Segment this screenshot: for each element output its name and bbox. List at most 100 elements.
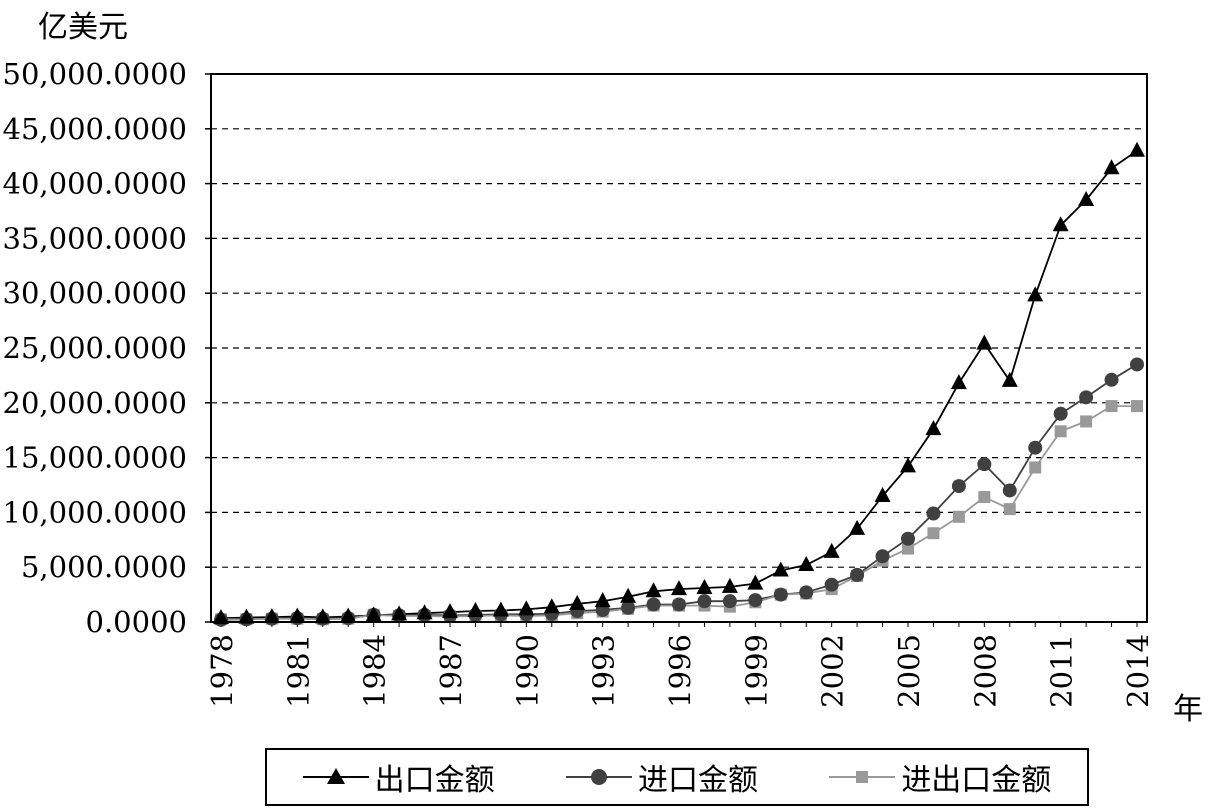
triangle-point [314,608,331,624]
triangle-point [442,603,458,619]
legend-label: 出口金额 [374,763,495,798]
x-tick-label: 1999 [739,634,773,708]
triangle-point [365,606,382,622]
circle-point [901,531,915,546]
x-tick-label: 1978 [205,634,239,708]
legend-swatch-triangle [302,768,369,784]
legend-label: 进出口金额 [901,763,1052,798]
square-point [1003,503,1016,516]
circle-point [722,594,737,609]
series-lines [220,149,1138,621]
circle-point [773,587,788,602]
x-tick-label: 1984 [358,634,392,708]
x-tick-label: 1993 [587,634,621,708]
triangle-point [391,605,408,621]
triangle-point [721,577,738,593]
circle-point [672,597,686,612]
y-tick-label: 20,000.0000 [3,386,188,420]
x-tick-label: 2005 [892,634,926,708]
circle-point [875,549,890,564]
triangle-point [976,334,993,350]
x-axis-label: 年 [1173,692,1203,727]
x-tick-label: 2008 [968,634,1002,708]
x-tick-label: 1996 [663,634,697,708]
triangle-point [340,607,357,623]
series-line-0 [220,149,1138,620]
circle-point [621,600,636,615]
legend: 出口金额 进口金额 进出口金额 [265,748,1089,806]
triangle-point [696,579,713,595]
square-point [1105,400,1118,413]
triangle-point [1027,286,1044,302]
circle-point [850,567,865,582]
triangle-point [823,542,840,558]
y-tick-label: 30,000.0000 [3,276,188,310]
y-axis-ticks: 0.0000 5,000.0000 10,000.0000 15,000.0000 20… [3,57,211,639]
triangle-point [238,608,255,624]
triangle-point [467,602,484,618]
circle-point [951,479,966,494]
series-markers [213,141,1145,627]
triangle-point [263,608,280,624]
triangle-point [1103,159,1120,175]
legend-item-total: 进出口金额 [829,755,1051,799]
triangle-point [518,600,535,616]
y-tick-label: 25,000.0000 [3,331,188,365]
triangle-point [900,457,916,473]
triangle-point [950,374,967,390]
x-tick-label: 1990 [510,634,544,708]
y-tick-label: 5,000.0000 [21,550,187,584]
y-tick-label: 40,000.0000 [3,167,188,201]
square-point [1131,400,1143,413]
square-point [1080,415,1093,428]
triangle-point [543,598,560,614]
x-tick-label: 1987 [434,634,468,708]
y-axis-label: 亿美元 [38,10,128,45]
y-tick-label: 15,000.0000 [3,441,188,475]
triangle-point [874,486,891,502]
x-tick-label: 2011 [1045,634,1079,708]
triangle-point [594,592,611,608]
square-point [952,510,965,523]
legend-swatch-circle [565,769,632,785]
triangle-point [645,582,662,598]
triangle-point [671,580,687,596]
x-tick-label: 2002 [816,634,850,708]
triangle-point [416,604,433,620]
circle-point [1104,372,1119,387]
square-point [978,491,991,504]
circle-point [799,585,814,600]
gridlines [211,128,1147,568]
circle-point [697,594,712,609]
circle-point [1002,483,1017,498]
y-tick-label: 45,000.0000 [3,112,188,146]
legend-swatch-square [829,771,896,783]
x-axis-ticks: 1978 1981 1984 1987 1990 1993 1996 1999 2002 2005… [205,622,1155,708]
x-tick-label: 2014 [1121,634,1155,708]
circle-point [926,506,941,521]
square-point [902,542,914,555]
triangle-point [289,607,306,623]
circle-point [748,593,763,608]
triangle-point [620,587,637,603]
triangle-point [492,601,509,617]
triangle-point [772,561,789,577]
circle-point [824,577,839,592]
y-tick-label: 50,000.0000 [3,57,188,91]
y-tick-label: 10,000.0000 [3,495,188,529]
circle-point [1130,357,1144,372]
square-point [1054,425,1067,438]
y-tick-label: 35,000.0000 [3,221,188,255]
circle-point [1079,390,1094,405]
y-tick-label: 0.0000 [86,605,187,639]
square-point [1029,461,1042,474]
x-tick-label: 1981 [281,634,315,708]
triangle-point [925,420,942,436]
legend-label: 进口金额 [637,763,758,798]
circle-point [646,597,661,612]
triangle-point [747,574,764,590]
legend-item-import: 进口金额 [565,755,758,799]
triangle-point [1052,216,1069,232]
plot-frame [210,73,1148,623]
